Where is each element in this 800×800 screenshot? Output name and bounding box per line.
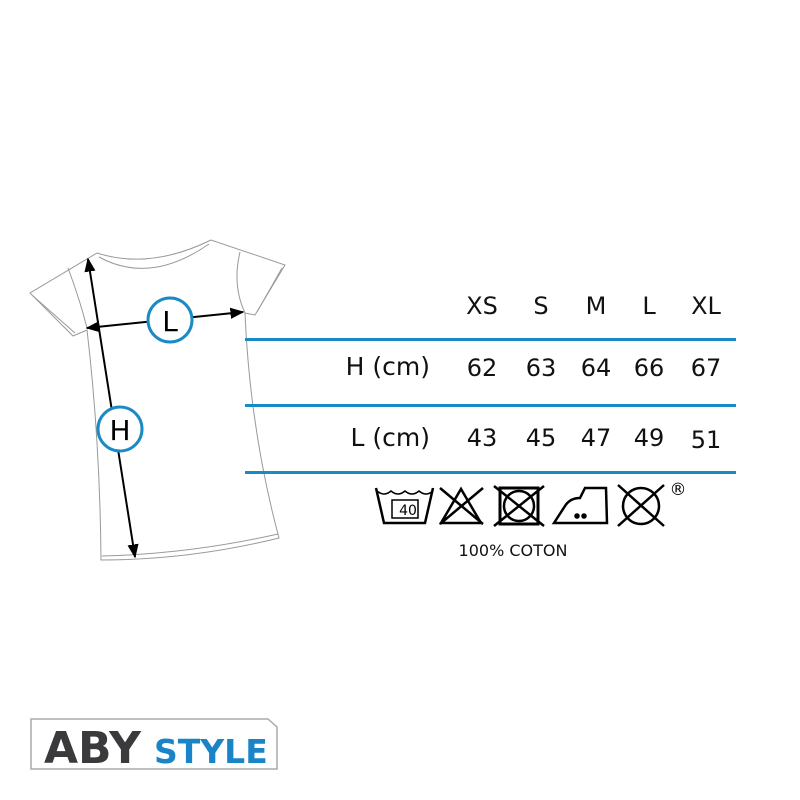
table-divider xyxy=(245,471,736,474)
size-header: L xyxy=(642,292,656,320)
width-marker: L xyxy=(162,305,178,338)
row-label-height: H (cm) xyxy=(345,352,430,381)
table-divider xyxy=(245,404,736,407)
size-header: M xyxy=(585,292,607,320)
table-cell: 62 xyxy=(466,354,498,382)
table-cell: 51 xyxy=(690,426,722,454)
table-cell: 66 xyxy=(633,354,665,382)
svg-text:STYLE: STYLE xyxy=(154,732,268,770)
wash-40-icon xyxy=(374,487,435,525)
table-divider xyxy=(245,338,736,341)
iron-medium-icon xyxy=(551,486,609,525)
table-cell: 47 xyxy=(580,424,612,452)
height-marker: H xyxy=(109,414,130,447)
no-bleach-icon xyxy=(438,486,484,525)
table-cell: 43 xyxy=(466,424,498,452)
svg-text:ABY: ABY xyxy=(44,723,142,770)
table-cell: 63 xyxy=(525,354,557,382)
size-header: S xyxy=(533,292,549,320)
width-marker-circle xyxy=(146,296,194,344)
size-header: XL xyxy=(691,292,721,320)
table-cell: 67 xyxy=(690,354,722,382)
height-marker-circle xyxy=(96,405,144,453)
tshirt-outline-icon xyxy=(29,239,286,561)
table-cell: 45 xyxy=(525,424,557,452)
size-header: XS xyxy=(466,292,498,320)
registered-mark: ® xyxy=(670,480,687,500)
abystyle-logo: ABY STYLE xyxy=(30,718,278,774)
table-cell: 64 xyxy=(580,354,612,382)
material-label: 100% COTON xyxy=(458,541,568,560)
no-dry-clean-icon xyxy=(617,484,665,527)
table-cell: 49 xyxy=(633,424,665,452)
no-tumble-dry-icon xyxy=(493,485,545,527)
row-label-width: L (cm) xyxy=(350,423,430,452)
wash-temp: 40 xyxy=(399,503,417,519)
